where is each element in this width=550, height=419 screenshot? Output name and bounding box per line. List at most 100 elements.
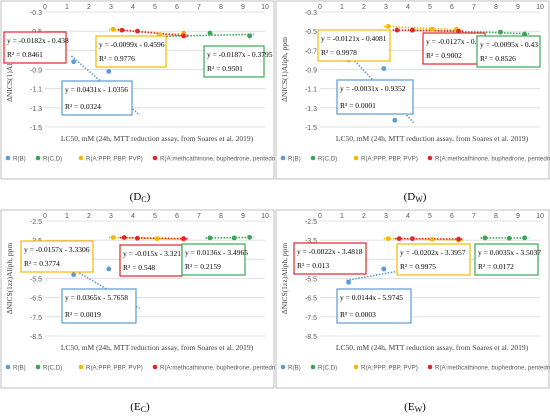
trend-line [383, 25, 461, 31]
x-tick-label: 5 [428, 4, 432, 11]
r-squared-text: R² = 0.013 [297, 261, 329, 270]
r-squared-text: R² = 0.548 [123, 263, 155, 272]
r-squared-text: R² = 0.3774 [24, 259, 60, 268]
legend-marker [152, 155, 158, 161]
data-point [106, 266, 112, 272]
data-point [410, 236, 415, 242]
x-tick-label: 2 [362, 4, 366, 11]
equation-text: y = -0.0099x - 0.4596 [99, 40, 165, 49]
x-axis-label: LC50, mM (24h, MTT reduction assay, from… [336, 343, 529, 352]
data-point [247, 33, 253, 39]
legend-marker [35, 155, 41, 161]
chart-panel-dw: -0.3 -0.5 -0.7 -0.9 -1.1 -1.3 -1.5 0 1 2 3 4 5 6 7 8 9 10… [275, 0, 550, 210]
r-squared-text: R² = 0.8526 [480, 54, 516, 63]
chart-svg: -0.3 -0.5 -0.7 -0.9 -1.1 -1.3 -1.5 0 1 2 3 4 5 6 7 8 9 10… [275, 0, 550, 180]
y-tick-label: -0.9 [305, 68, 317, 75]
legend-label: R(A:PPP, PBP, PVP) [86, 156, 143, 163]
data-point [231, 235, 237, 241]
equation-text: y = 0.0431x - 1.0356 [65, 85, 128, 94]
y-tick-label: -6.5 [30, 296, 42, 303]
data-point [110, 26, 116, 32]
data-point [429, 26, 435, 32]
legend-label: R(A:PPP, PBP, PVP) [361, 365, 418, 372]
equation-box [336, 79, 414, 115]
y-tick-label: -0.9 [30, 68, 42, 75]
chart-svg: -2.5-3.5-4.5-5.5-6.5-7.5-8.5012345678910… [0, 209, 275, 389]
legend-marker [152, 364, 158, 370]
y-tick-label: -0.5 [305, 29, 317, 36]
r-squared-text: R² = 0.8461 [7, 50, 43, 59]
x-tick-label: 9 [516, 4, 520, 11]
equation-text: y = -0.015x - 3.3217 [123, 249, 185, 258]
y-axis-label: ΔNICS(1)Aliph, ppm [280, 37, 289, 102]
y-tick-label: -8.5 [305, 334, 317, 341]
panel-caption: (DC) [129, 191, 151, 204]
y-tick-label: -2.5 [30, 219, 42, 226]
x-tick-label: 5 [428, 213, 432, 220]
r-squared-text: R² = 0.9776 [99, 54, 135, 63]
data-point [381, 66, 387, 71]
equation-box [181, 243, 246, 276]
x-tick-label: 10 [261, 213, 269, 220]
legend-label: R(C,D) [318, 156, 337, 163]
data-point [181, 236, 187, 242]
data-point [110, 235, 116, 240]
x-tick-label: 9 [516, 213, 520, 220]
y-axis-label: ΔNICS(1zz)Aliph, ppm [5, 243, 14, 315]
chart-frame [0, 209, 275, 389]
trend-line [119, 236, 189, 240]
panel-caption: (EW) [404, 401, 426, 414]
x-tick-label: 7 [472, 4, 476, 11]
legend-label: R(B) [288, 365, 301, 372]
x-tick-label: 2 [362, 213, 366, 220]
y-tick-label: -1.1 [30, 87, 42, 94]
equation-text: y = -0.0031x - 0.9352 [340, 84, 406, 93]
chart-frame [0, 0, 275, 180]
data-point [106, 69, 112, 74]
data-point [71, 59, 76, 65]
equation-text: y = -0.0157x - 3.3306 [24, 245, 90, 254]
data-point [522, 31, 527, 37]
data-point [429, 237, 435, 242]
equation-box [203, 45, 265, 78]
x-tick-label: 3 [109, 213, 113, 220]
equation-box [293, 242, 367, 275]
data-point [498, 29, 503, 35]
data-point [121, 235, 127, 240]
x-tick-label: 8 [494, 4, 498, 11]
equation-text: y = -0.0095x - 0.43 [480, 40, 538, 49]
x-tick-label: 7 [197, 4, 201, 11]
x-tick-label: 10 [536, 213, 544, 220]
r-squared-text: R² = 0.0019 [65, 310, 101, 319]
y-axis-label: ΔNICS(1)Aliph, ppm [5, 37, 14, 102]
legend-label: R(A:PPP, PBP, PVP) [361, 156, 418, 163]
equation-box [3, 31, 67, 64]
x-tick-label: 3 [384, 213, 388, 220]
x-axis-label: LC50, mM (24h, MTT reduction assay, from… [336, 134, 529, 143]
y-tick-label: -0.3 [305, 10, 317, 17]
data-point [396, 236, 402, 242]
x-tick-label: 1 [340, 4, 344, 11]
data-point [135, 28, 140, 34]
data-point [482, 235, 488, 241]
chart-panel-ew: -2.5-3.5-4.5-5.5-6.5-7.5-8.5012345678910… [275, 209, 550, 419]
x-tick-label: 1 [340, 213, 344, 220]
x-tick-label: 0 [43, 4, 47, 11]
legend-label: R(C,D) [43, 156, 62, 163]
r-squared-text: R² = 0.0001 [340, 101, 376, 110]
r-squared-text: R² = 0.9978 [321, 48, 357, 57]
y-tick-label: -6.5 [305, 296, 317, 303]
legend-label: R(B) [13, 365, 26, 372]
legend-marker [5, 364, 11, 370]
x-tick-label: 3 [109, 4, 113, 11]
equation-text: y = 0.0365x - 5.7658 [65, 293, 128, 302]
r-squared-text: R² = 0.0324 [65, 102, 101, 111]
equation-box [474, 243, 539, 276]
equation-box [317, 29, 391, 62]
chart-frame [275, 0, 550, 180]
y-tick-label: -2.5 [305, 219, 317, 226]
y-tick-label: -8.5 [30, 334, 42, 341]
x-tick-label: 5 [153, 4, 157, 11]
legend-marker [310, 364, 316, 370]
data-point [385, 23, 391, 29]
